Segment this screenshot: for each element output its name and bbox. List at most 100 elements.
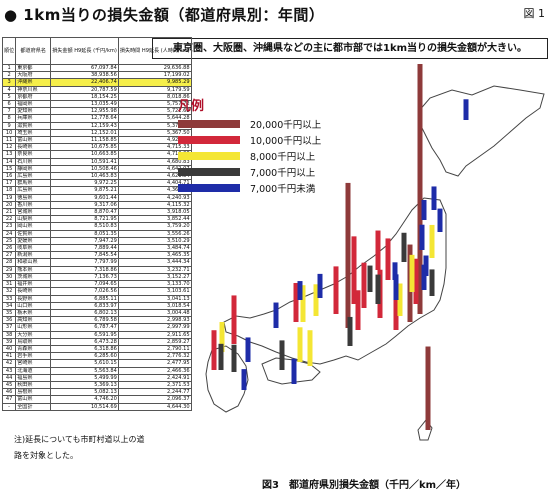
legend-item: 7,000千円以上 [178, 164, 321, 180]
bar-46 [297, 281, 303, 300]
per-cell: 4,680.83 [117, 157, 192, 166]
rank-cell: 16 [1, 172, 17, 181]
rank-cell: 32 [1, 287, 17, 296]
pref-cell: 全国計 [15, 402, 52, 411]
table-row: - 全国計 10,514.69 4,644.30 [1, 402, 192, 411]
note-line-2: 路を対象とした。 [14, 451, 78, 460]
pref-cell: 宮城県 [15, 208, 52, 217]
bar-41 [437, 208, 443, 232]
table-row: 1 東京都 67,097.84 29,636.88 [1, 63, 192, 73]
legend-label: 8,000千円以上 [250, 152, 316, 163]
rank-cell: 35 [1, 308, 17, 318]
legend-swatch [178, 168, 240, 176]
pref-cell: 徳島県 [15, 193, 52, 202]
per-cell: 4,115.32 [117, 200, 192, 210]
rank-cell: 6 [1, 100, 17, 109]
bar-1 [417, 64, 423, 314]
pref-cell: 和歌山県 [15, 258, 52, 267]
rank-cell: 25 [1, 236, 17, 246]
table-row: 27 新潟県 7,845.54 3,465.35 [1, 251, 192, 260]
kyushu-outline [205, 345, 249, 413]
header-pref: 都道府県名 [15, 37, 52, 65]
per-cell: 4,644.30 [117, 402, 192, 411]
bar-11 [385, 238, 391, 280]
rank-cell: 1 [1, 63, 17, 73]
bar-23 [313, 284, 319, 316]
pref-cell: 神奈川県 [15, 85, 52, 94]
bar-2 [345, 182, 351, 328]
rank-cell: 20 [1, 200, 17, 210]
bar-18 [300, 285, 306, 322]
rank-cell: 13 [1, 150, 17, 159]
bar-37 [419, 224, 425, 250]
pref-cell: 香川県 [15, 200, 52, 210]
pref-cell: 岐阜県 [15, 244, 52, 253]
rank-cell: 21 [1, 208, 17, 217]
legend-item: 7,000千円未満 [178, 180, 321, 196]
rank-cell: 37 [1, 323, 17, 332]
pref-cell: 山梨県 [15, 215, 52, 224]
bar-33 [393, 274, 399, 300]
rank-cell: 39 [1, 337, 17, 346]
rank-cell: 10 [1, 128, 17, 138]
pref-cell: 愛媛県 [15, 236, 52, 246]
per-cell: 4,240.93 [117, 193, 192, 202]
bar-43 [463, 99, 469, 120]
rank-cell: 17 [1, 179, 17, 188]
legend-swatch [178, 184, 240, 192]
bar-40 [431, 186, 437, 210]
rank-cell: 7 [1, 107, 17, 116]
per-cell: 3,556.26 [117, 229, 192, 238]
bar-44 [423, 255, 429, 276]
bar-38 [245, 337, 251, 362]
rank-cell: 31 [1, 280, 17, 289]
rank-cell: 29 [1, 265, 17, 274]
per-cell: 4,621.84 [117, 172, 192, 181]
table-row: 3 沖縄県 22,406.74 9,985.29 [1, 78, 192, 87]
legend-label: 7,000千円以上 [250, 168, 316, 179]
bar-35 [421, 264, 427, 290]
legend-label: 10,000千円以上 [250, 136, 322, 147]
bar-47 [392, 262, 398, 280]
pref-cell: 静岡県 [15, 164, 52, 174]
map-outline [205, 85, 545, 441]
legend-title: 凡例 [178, 99, 205, 114]
bar-9 [361, 262, 367, 308]
rank-cell: 28 [1, 258, 17, 267]
bar-15 [393, 290, 399, 330]
legend-label: 20,000千円以上 [250, 120, 322, 131]
header-rank: 順位 [1, 37, 17, 65]
bar-layer [211, 64, 469, 430]
rank-cell: 8 [1, 114, 17, 123]
rank-cell: 47 [1, 395, 17, 404]
rank-cell: 19 [1, 193, 17, 202]
pref-cell: 奈良県 [15, 150, 52, 159]
pref-cell: 広島県 [15, 172, 52, 181]
page-title: ● 1km当りの損失金額（都道府県別：年間） [4, 6, 325, 24]
pref-cell: 群馬県 [15, 179, 52, 188]
table-body: 1 東京都 67,097.84 29,636.88 2 大阪府 38,938.56 17,19… [1, 63, 192, 411]
pref-cell: 岡山県 [15, 222, 52, 231]
note-line-1: 注)延長についても市町村道以上の道 [14, 435, 145, 444]
rank-cell: 43 [1, 366, 17, 375]
bar-36 [291, 358, 297, 384]
bar-17 [409, 254, 415, 292]
rank-cell: 18 [1, 186, 17, 195]
data-table: 順位 都道府県名 損失金額 H9延長 (千円/km) 損失時間 H9延長 (人時… [1, 37, 192, 411]
legend-item: 20,000千円以上 [178, 116, 321, 132]
bar-22 [397, 283, 403, 316]
legend-rows: 20,000千円以上 10,000千円以上 8,000千円以上 7,000千円以上 7,… [178, 116, 321, 196]
legend-label: 7,000千円未満 [250, 184, 316, 195]
bar-45 [421, 199, 427, 220]
bar-29 [231, 344, 237, 372]
bar-42 [241, 369, 247, 390]
table-row: 46 島根県 5,082.13 2,244.77 [1, 388, 192, 397]
legend-item: 8,000千円以上 [178, 148, 321, 164]
rank-cell: 45 [1, 380, 17, 390]
legend-swatch [178, 120, 240, 128]
rank-cell: 14 [1, 157, 17, 166]
rank-cell: 46 [1, 388, 17, 397]
header-per: 損失時間 H9延長 (人時間/km) [117, 37, 192, 65]
